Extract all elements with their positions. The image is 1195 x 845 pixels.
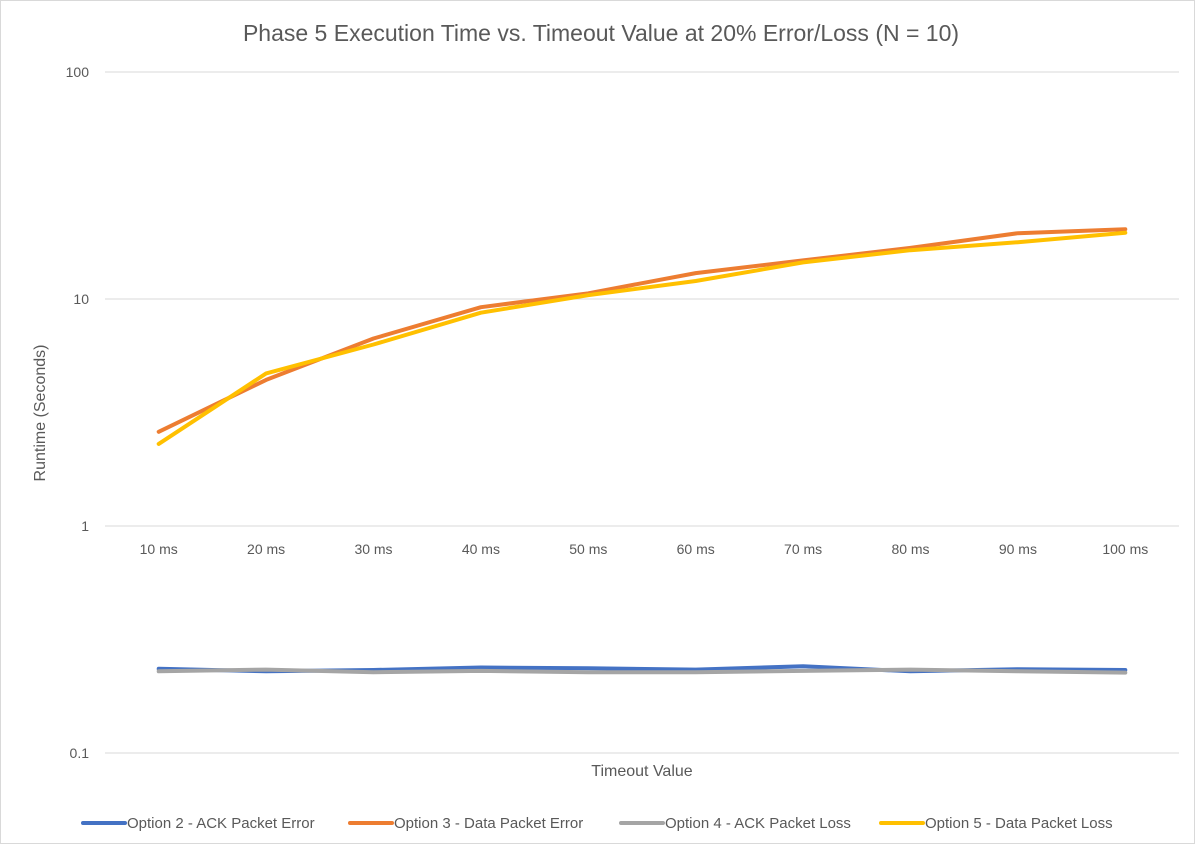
chart-title: Phase 5 Execution Time vs. Timeout Value… xyxy=(243,20,959,46)
y-tick-label: 0.1 xyxy=(70,745,90,761)
series-lines xyxy=(159,229,1126,672)
y-tick-label: 10 xyxy=(73,291,89,307)
x-tick-label: 30 ms xyxy=(354,541,392,557)
legend-label: Option 2 - ACK Packet Error xyxy=(127,815,315,832)
y-tick-label: 100 xyxy=(66,64,90,80)
x-tick-label: 10 ms xyxy=(140,541,178,557)
y-tick-label: 1 xyxy=(81,518,89,534)
gridlines xyxy=(105,72,1179,753)
legend-label: Option 3 - Data Packet Error xyxy=(394,815,583,832)
legend-label: Option 5 - Data Packet Loss xyxy=(925,815,1113,832)
x-axis-ticks: 10 ms 20 ms 30 ms 40 ms 50 ms 60 ms 70 ms 80 ms… xyxy=(140,541,1149,557)
x-tick-label: 70 ms xyxy=(784,541,822,557)
y-axis-ticks: 100 10 1 0.1 xyxy=(66,64,90,761)
x-tick-label: 60 ms xyxy=(677,541,715,557)
x-tick-label: 50 ms xyxy=(569,541,607,557)
x-axis-title: Timeout Value xyxy=(591,763,692,780)
series-line-2 xyxy=(159,229,1126,432)
series-line-4 xyxy=(159,233,1126,444)
x-tick-label: 90 ms xyxy=(999,541,1037,557)
legend-label: Option 4 - ACK Packet Loss xyxy=(665,815,851,832)
x-tick-label: 20 ms xyxy=(247,541,285,557)
x-tick-label: 80 ms xyxy=(891,541,929,557)
y-axis-title: Runtime (Seconds) xyxy=(32,345,49,482)
legend: Option 2 - ACK Packet Error Option 3 - Da… xyxy=(83,815,1113,832)
x-tick-label: 40 ms xyxy=(462,541,500,557)
x-tick-label: 100 ms xyxy=(1102,541,1148,557)
